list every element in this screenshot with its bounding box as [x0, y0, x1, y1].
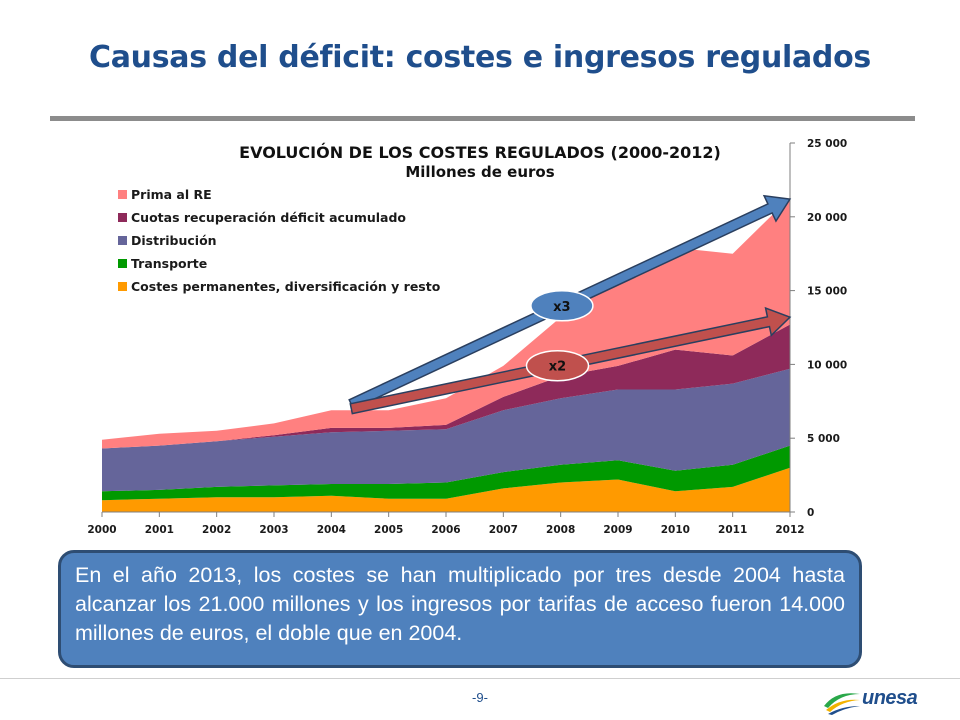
area-series-costes-permanentes-diversificacion-y-resto	[102, 467, 790, 512]
stacked-area-chart: 0 5 000 10 000 15 000 20 000 25 000 2000 2001 20…	[87, 138, 847, 536]
y-tick-label: 15 000	[807, 286, 847, 298]
x-tick-label: 2006	[431, 524, 460, 536]
area-series-transporte	[102, 445, 790, 501]
area-series-prima-al-re	[102, 197, 790, 449]
logo-swoosh-icon	[824, 693, 860, 715]
legend-swatch-prima-al-re	[118, 190, 127, 199]
y-tick-label: 0	[807, 507, 814, 519]
legend-swatch-cuotas-recuperacion-deficit-acumulado	[118, 213, 127, 222]
legend-swatch-distribucion	[118, 236, 127, 245]
x-tick-label: 2007	[489, 524, 518, 536]
legend-swatch-costes-permanentes-diversificacion-y-resto	[118, 282, 127, 291]
summary-callout: En el año 2013, los costes se han multip…	[58, 550, 862, 668]
x-tick-label: 2004	[317, 524, 346, 536]
x-tick-label: 2001	[145, 524, 174, 536]
x-tick-label: 2002	[202, 524, 231, 536]
x-tick-label: 2008	[546, 524, 575, 536]
legend-label: Transporte	[131, 256, 207, 271]
y-tick-label: 5 000	[807, 433, 840, 445]
x-tick-label: 2003	[259, 524, 288, 536]
footer-divider	[0, 678, 960, 679]
x-tick-label: 2005	[374, 524, 403, 536]
y-tick-label: 25 000	[807, 138, 847, 150]
unesa-logo: unesa	[822, 684, 932, 716]
legend-label: Prima al RE	[131, 187, 212, 202]
annotation-badge-x3	[530, 290, 594, 322]
x-tick-label: 2000	[87, 524, 116, 536]
x-tick-label: 2012	[775, 524, 804, 536]
x-tick-label: 2011	[718, 524, 747, 536]
area-series-cuotas-recuperacion-deficit-acumulado	[102, 324, 790, 449]
annotation-label-x2: x2	[549, 360, 566, 375]
area-series-distribucion	[102, 368, 790, 492]
chart-title: EVOLUCIÓN DE LOS COSTES REGULADOS (2000-…	[239, 143, 721, 162]
legend-label: Cuotas recuperación déficit acumulado	[131, 210, 406, 225]
x-tick-label: 2010	[661, 524, 690, 536]
annotation-badge-x2	[525, 349, 590, 382]
legend-label: Distribución	[131, 233, 217, 248]
logo-wordmark: unesa	[862, 687, 918, 709]
y-tick-label: 20 000	[807, 212, 847, 224]
title-divider	[50, 116, 915, 121]
annotation-label-x3: x3	[553, 300, 570, 315]
page-number: -9-	[472, 690, 488, 705]
y-tick-label: 10 000	[807, 359, 847, 371]
legend-label: Costes permanentes, diversificación y re…	[131, 279, 441, 294]
x-tick-label: 2009	[603, 524, 632, 536]
chart-subtitle: Millones de euros	[405, 163, 554, 181]
legend-swatch-transporte	[118, 259, 127, 268]
slide-title: Causas del déficit: costes e ingresos re…	[89, 40, 871, 75]
